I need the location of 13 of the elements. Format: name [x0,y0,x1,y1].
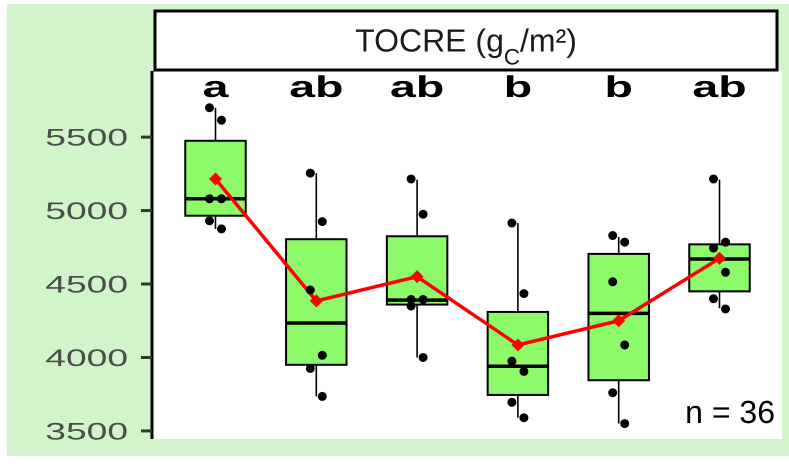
annotation: n = 36 [685,394,775,430]
y-tick-label: 5500 [45,124,128,151]
y-tick-label: 4500 [45,270,128,298]
annotation: a [202,70,229,104]
annotation: ab [289,70,344,104]
annotation: ab [692,70,747,104]
annotation: b [604,70,633,104]
y-tick-label: 3500 [45,418,128,445]
annotation: ab [390,70,444,104]
chart-title: TOCRE (g$_{C}$/m²) [355,22,577,69]
annotation: b [504,70,532,104]
y-tick-label: 5000 [45,197,128,224]
y-tick-label: 4000 [45,344,128,372]
